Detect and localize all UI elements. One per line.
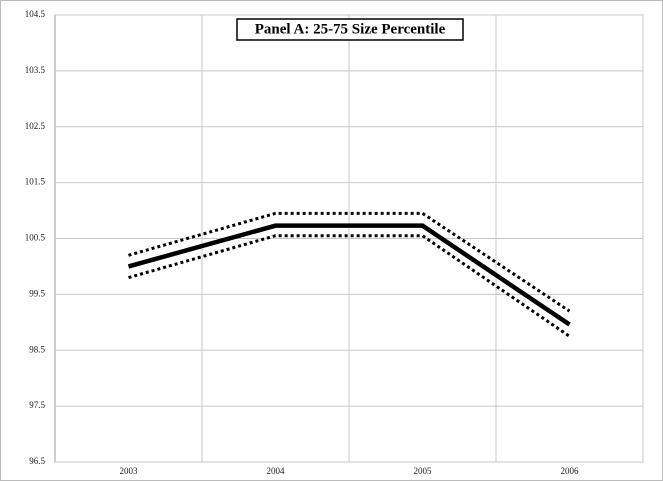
x-tick-label: 2004 — [267, 466, 286, 476]
x-tick-label: 2003 — [120, 466, 139, 476]
y-tick-label: 99.5 — [29, 288, 45, 298]
title-box — [236, 18, 464, 41]
y-tick-label: 96.5 — [29, 456, 45, 466]
y-tick-label: 104.5 — [25, 9, 46, 19]
y-tick-label: 98.5 — [29, 344, 45, 354]
y-tick-label: 103.5 — [25, 65, 46, 75]
y-tick-label: 97.5 — [29, 400, 45, 410]
x-tick-label: 2005 — [414, 466, 433, 476]
y-tick-label: 102.5 — [25, 121, 46, 131]
x-tick-label: 2006 — [561, 466, 580, 476]
main-line — [127, 223, 571, 327]
chart-title: Panel A: 25-75 Size Percentile — [255, 21, 446, 37]
y-tick-label: 100.5 — [25, 233, 46, 243]
y-tick-label: 101.5 — [25, 177, 46, 187]
